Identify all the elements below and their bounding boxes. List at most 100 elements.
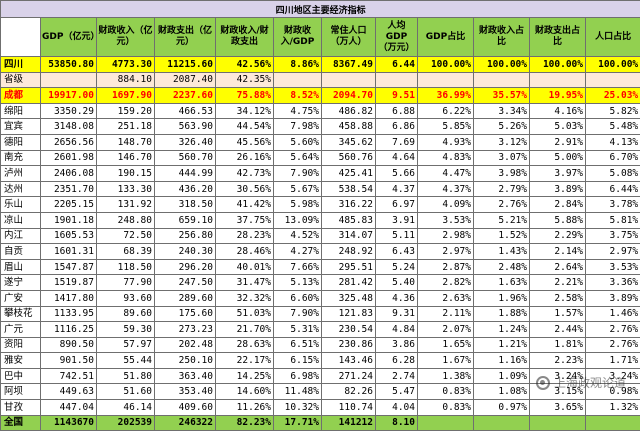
table-cell: 447.04	[41, 400, 97, 416]
table-cell: 8.10	[376, 415, 418, 431]
table-cell: 1.08%	[474, 384, 530, 400]
table-cell: 6.43	[376, 244, 418, 260]
table-cell: 11.48%	[274, 384, 322, 400]
table-cell: 93.60	[97, 290, 155, 306]
table-cell: 6.44	[376, 57, 418, 73]
header-cell-revenue-expenditure-ratio: 财政收入/财政支出	[216, 18, 274, 57]
table-cell: 5.81%	[586, 212, 640, 228]
table-cell: 4.75%	[274, 103, 322, 119]
table-cell: 251.18	[97, 119, 155, 135]
table-cell: 281.42	[322, 275, 376, 291]
table-cell: 3.89%	[586, 290, 640, 306]
table-cell: 3148.08	[41, 119, 97, 135]
watermark: 上海政观论道	[536, 374, 626, 391]
table-cell: 44.54%	[216, 119, 274, 135]
table-cell: 1.96%	[474, 290, 530, 306]
table-cell: 3.86	[376, 337, 418, 353]
table-cell: 444.99	[155, 166, 216, 182]
table-cell: 5.26%	[474, 119, 530, 135]
table-cell: 10.32%	[274, 400, 322, 416]
table-cell: 4.52%	[274, 228, 322, 244]
table-cell: 5.40	[376, 275, 418, 291]
header-cell-revenue-share: 财政收入占比	[474, 18, 530, 57]
table-cell: 8.86%	[274, 57, 322, 73]
table-cell: 425.41	[322, 166, 376, 182]
table-cell: 2.29%	[530, 228, 586, 244]
table-cell: 5.60%	[274, 134, 322, 150]
table-cell: 289.60	[155, 290, 216, 306]
table-cell: 4.93%	[418, 134, 474, 150]
header-cell-gdp-per-capita: 人均GDP（万元）	[376, 18, 418, 57]
region-name-cell: 省级	[1, 72, 41, 88]
table-cell: 318.50	[155, 197, 216, 213]
table-cell: 5.64%	[274, 150, 322, 166]
table-cell: 100.00%	[418, 57, 474, 73]
table-cell: 72.50	[97, 228, 155, 244]
wechat-icon	[536, 376, 550, 390]
region-name-cell: 达州	[1, 181, 41, 197]
table-cell: 1.67%	[418, 353, 474, 369]
table-cell: 1.57%	[530, 306, 586, 322]
table-cell: 28.63%	[216, 337, 274, 353]
region-name-cell: 泸州	[1, 166, 41, 182]
table-cell: 2.14%	[530, 244, 586, 260]
table-cell: 1.65%	[418, 337, 474, 353]
table-cell: 4.37	[376, 181, 418, 197]
table-cell: 248.92	[322, 244, 376, 260]
table-cell: 4.27%	[274, 244, 322, 260]
table-cell: 19917.00	[41, 88, 97, 104]
table-cell: 82.26	[322, 384, 376, 400]
table-cell: 3.07%	[474, 150, 530, 166]
table-cell: 1697.90	[97, 88, 155, 104]
table-cell: 2.97%	[418, 244, 474, 260]
table-cell: 0.97%	[474, 400, 530, 416]
table-cell: 55.44	[97, 353, 155, 369]
table-cell: 5.82%	[586, 103, 640, 119]
table-cell	[530, 415, 586, 431]
table-cell: 89.60	[97, 306, 155, 322]
table-cell: 34.12%	[216, 103, 274, 119]
table-cell: 1601.31	[41, 244, 97, 260]
table-cell: 1901.18	[41, 212, 97, 228]
table-cell: 146.70	[97, 150, 155, 166]
table-cell: 3.34%	[474, 103, 530, 119]
header-cell-population: 常住人口（万人）	[322, 18, 376, 57]
table-cell: 2406.08	[41, 166, 97, 182]
header-cell-fiscal-expenditure: 财政支出（亿元）	[155, 18, 216, 57]
table-title: 四川地区主要经济指标	[1, 1, 640, 18]
table-cell	[418, 415, 474, 431]
table-cell: 256.80	[155, 228, 216, 244]
table-cell: 248.80	[97, 212, 155, 228]
table-cell: 659.10	[155, 212, 216, 228]
table-cell: 2.64%	[530, 259, 586, 275]
table-cell: 42.56%	[216, 57, 274, 73]
table-cell: 6.15%	[274, 353, 322, 369]
table-cell: 6.60%	[274, 290, 322, 306]
table-cell: 202.48	[155, 337, 216, 353]
watermark-text: 上海政观论道	[554, 374, 626, 391]
spreadsheet-sheet: 四川地区主要经济指标 GDP（亿元） 财政收入（亿元） 财政支出（亿元） 财政收…	[0, 0, 640, 405]
table-cell: 0.83%	[418, 400, 474, 416]
region-name-cell: 遂宁	[1, 275, 41, 291]
header-cell-expenditure-share: 财政支出占比	[530, 18, 586, 57]
table-cell: 1605.53	[41, 228, 97, 244]
table-cell: 100.00%	[586, 57, 640, 73]
table-cell: 6.22%	[418, 103, 474, 119]
table-cell: 28.46%	[216, 244, 274, 260]
table-cell: 3.36%	[586, 275, 640, 291]
table-cell: 2.21%	[530, 275, 586, 291]
table-cell: 110.74	[322, 400, 376, 416]
table-cell: 14.25%	[216, 368, 274, 384]
table-cell: 6.97	[376, 197, 418, 213]
table-cell: 560.76	[322, 150, 376, 166]
table-cell: 7.66%	[274, 259, 322, 275]
table-cell: 6.70%	[586, 150, 640, 166]
table-cell: 148.70	[97, 134, 155, 150]
table-cell	[474, 72, 530, 88]
